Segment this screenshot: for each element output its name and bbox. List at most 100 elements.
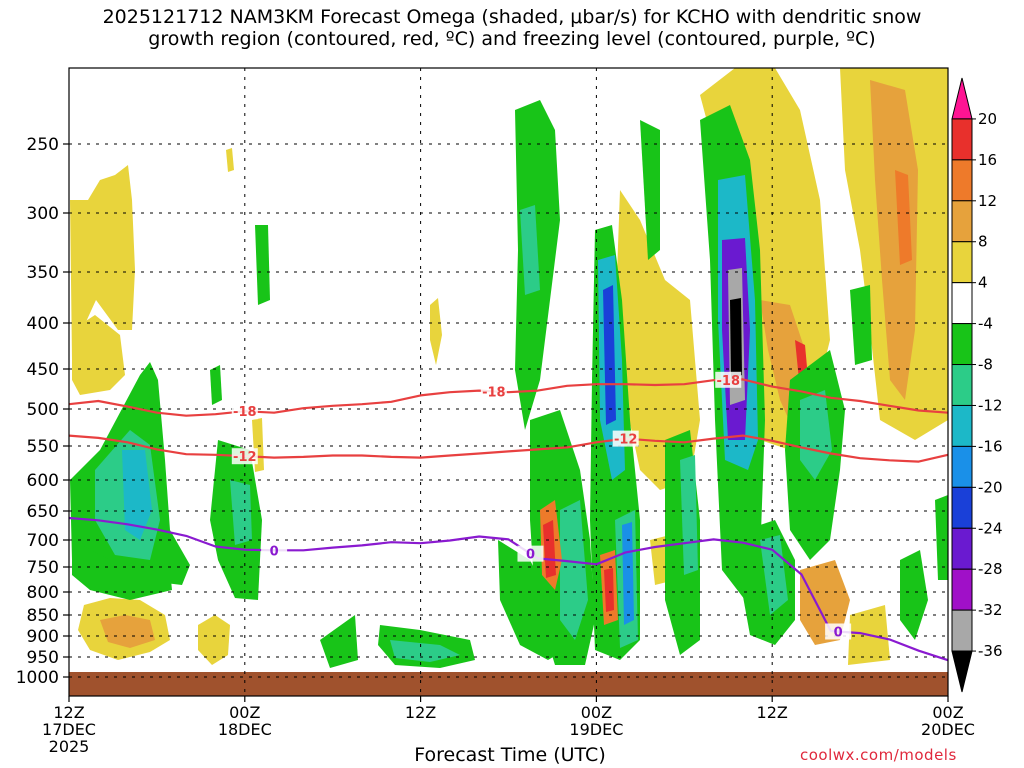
colorbar-swatch: [951, 404, 973, 447]
chart-title-line2: growth region (contoured, red, ºC) and f…: [148, 28, 876, 50]
y-tick-label: 650: [27, 502, 59, 522]
colorbar-label: -32: [978, 601, 1003, 619]
contour-label: 0: [526, 548, 535, 563]
omega-rising-core: [560, 500, 588, 640]
omega-shading: [70, 68, 948, 668]
omega-sinking-region: [72, 315, 125, 395]
colorbar-swatch: [951, 159, 973, 202]
colorbar-label: -20: [978, 478, 1003, 496]
omega-sinking-region: [870, 80, 918, 400]
colorbar-label: 12: [978, 192, 997, 210]
contour-label-bg: [825, 623, 852, 640]
omega-rising-region: [210, 365, 222, 405]
omega-sinking-core: [543, 520, 556, 578]
omega-sinking-region: [430, 298, 442, 365]
y-tick-label: 600: [27, 471, 59, 491]
x-tick-label: 20DEC: [921, 720, 975, 739]
contour-line: [68, 434, 949, 463]
y-tick-label: 950: [27, 648, 59, 668]
y-tick-label: 400: [27, 314, 59, 334]
omega-rising-region: [935, 495, 948, 580]
y-tick-label: 800: [27, 583, 59, 603]
colorbar-swatch: [951, 282, 973, 325]
y-tick-label: 750: [27, 558, 59, 578]
contour-label: -18: [233, 405, 257, 420]
omega-rising-core: [122, 450, 152, 540]
omega-sinking-region: [895, 170, 912, 265]
colorbar-swatch: [951, 200, 973, 243]
omega-sinking-region: [615, 190, 700, 490]
ground-surface: [69, 672, 948, 696]
x-tick-label: 12Z: [405, 703, 436, 722]
chart-title-line1: 2025121712 NAM3KM Forecast Omega (shaded…: [102, 6, 922, 28]
colorbar-label: -12: [978, 396, 1003, 414]
omega-rising-region: [255, 225, 270, 305]
colorbar-label: -8: [978, 356, 993, 374]
x-tick-label: 00Z: [581, 703, 612, 722]
omega-rising-core: [730, 298, 742, 380]
x-axis-title: Forecast Time (UTC): [414, 744, 606, 766]
omega-rising-core: [800, 390, 832, 480]
omega-rising-region: [900, 550, 928, 640]
omega-rising-region: [320, 615, 358, 668]
contour-label: -18: [482, 385, 506, 400]
omega-rising-region: [640, 120, 660, 260]
contour-label: -18: [717, 374, 741, 389]
colorbar-swatch: [951, 445, 973, 488]
omega-sinking-core: [604, 568, 614, 612]
omega-rising-core: [680, 455, 698, 575]
y-axis-ticks: 2503003504004505005506006507007508008509…: [16, 135, 69, 688]
colorbar-label: 8: [978, 233, 988, 251]
contour-label: 0: [270, 544, 279, 559]
omega-colorbar: 20 16 12 8 4 -4 -8 -12 -16 -20 -24 -28 -32 -36: [951, 77, 1003, 693]
omega-rising-core: [520, 205, 540, 295]
contour-line: [68, 378, 949, 417]
x-tick-label: 2025: [49, 737, 90, 756]
omega-rising-core: [230, 480, 252, 545]
y-gridlines: [69, 143, 948, 678]
colorbar-label: -16: [978, 437, 1003, 455]
isotherm-contours: -18 -18 -18 -12 -12 0 0 0: [68, 371, 949, 662]
y-tick-label: 300: [27, 204, 59, 224]
omega-sinking-region: [70, 165, 135, 360]
x-tick-label: 17DEC: [42, 720, 96, 739]
colorbar-label: -4: [978, 315, 993, 333]
colorbar-swatch: [951, 323, 973, 366]
contour-label-bg: [517, 545, 544, 562]
colorbar-label: 20: [978, 110, 997, 128]
colorbar-swatch: [951, 118, 973, 161]
y-tick-label: 350: [27, 263, 59, 283]
omega-sinking-region: [226, 148, 234, 172]
y-tick-label: 700: [27, 531, 59, 551]
colorbar-swatch: [951, 77, 973, 120]
y-tick-label: 850: [27, 606, 59, 626]
omega-rising-region: [72, 540, 172, 600]
x-tick-label: 18DEC: [218, 720, 272, 739]
x-tick-label: 12Z: [53, 703, 84, 722]
colorbar-label: 4: [978, 274, 988, 292]
colorbar-swatch: [951, 364, 973, 406]
colorbar-swatch: [951, 527, 973, 570]
y-tick-label: 550: [27, 437, 59, 457]
contour-label: 0: [834, 625, 843, 640]
contour-label: -12: [233, 450, 257, 465]
colorbar-label: -24: [978, 519, 1003, 537]
contour-label-bg: [261, 542, 288, 559]
contour-label-bg: [231, 448, 258, 465]
contour-label-bg: [231, 403, 258, 420]
omega-rising-core: [390, 640, 460, 662]
x-tick-label: 19DEC: [569, 720, 623, 739]
plot-frame: [68, 67, 949, 697]
omega-sinking-region: [100, 615, 155, 648]
contour-line: [68, 516, 949, 662]
y-tick-label: 250: [27, 135, 59, 155]
y-tick-label: 1000: [16, 668, 59, 688]
colorbar-label: -36: [978, 642, 1003, 660]
colorbar-label: 16: [978, 151, 997, 169]
y-tick-label: 900: [27, 627, 59, 647]
colorbar-swatch: [951, 241, 973, 284]
contour-label: -12: [614, 433, 638, 448]
credit-text[interactable]: coolwx.com/models: [800, 746, 957, 764]
